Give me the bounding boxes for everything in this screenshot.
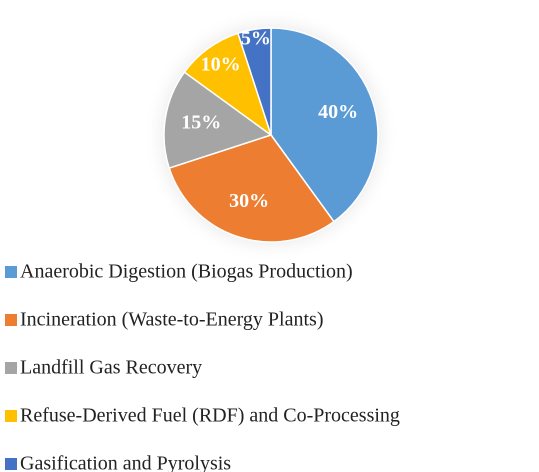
data-label: 40% [318,101,358,123]
legend-swatch [5,314,17,326]
legend: Anaerobic Digestion (Biogas Production) I… [5,261,400,472]
legend-label: Anaerobic Digestion (Biogas Production) [20,261,353,283]
data-label: 5% [241,27,271,49]
legend-swatch [5,410,17,422]
legend-label: Landfill Gas Recovery [20,357,202,379]
data-label: 15% [181,112,221,134]
pie-slice [163,71,273,170]
legend-swatch [5,266,17,278]
data-label: 10% [201,53,241,75]
data-label: 30% [229,190,269,212]
legend-swatch [5,362,17,374]
pie-slice [168,134,335,243]
legend-label: Gasification and Pyrolysis [20,453,231,472]
legend-swatch [5,458,17,470]
legend-label: Incineration (Waste-to-Energy Plants) [20,309,323,331]
legend-label: Refuse-Derived Fuel (RDF) and Co-Process… [20,405,400,427]
pie-slice [236,27,272,136]
pie: 40% 30% 15% 10%5% [163,27,379,243]
pie-slice [270,27,379,223]
